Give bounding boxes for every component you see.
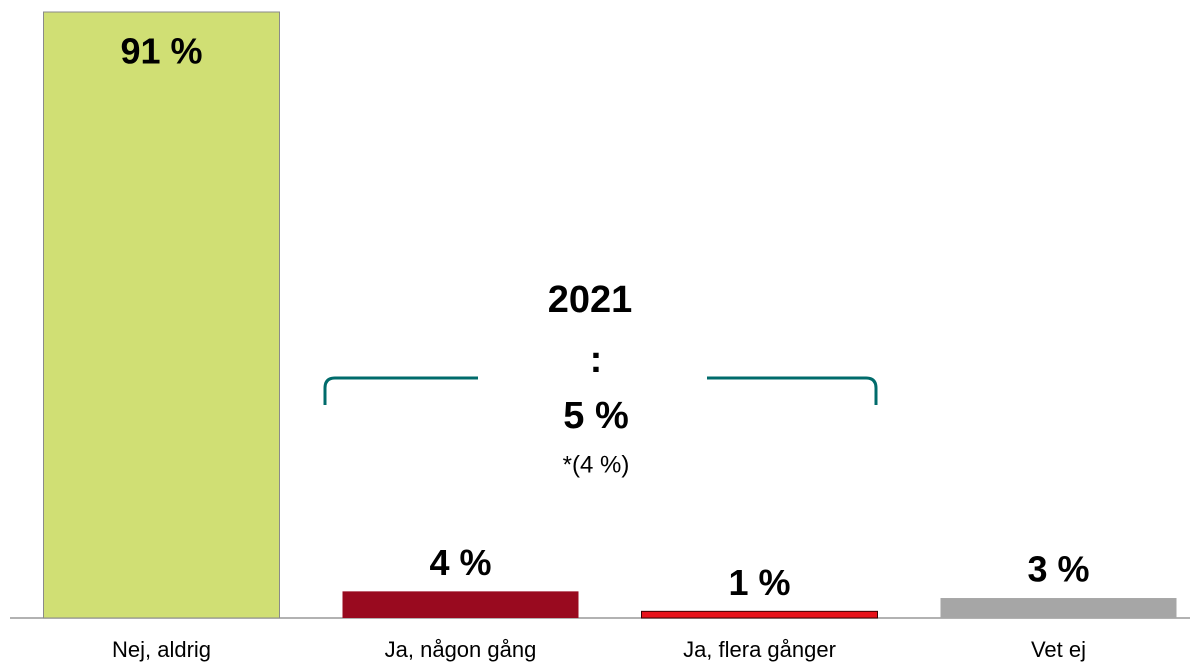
annotation: : bbox=[590, 339, 603, 381]
bar bbox=[43, 11, 280, 619]
value-label: 1 % bbox=[728, 562, 790, 603]
bar bbox=[342, 591, 579, 618]
annotation: 5 % bbox=[563, 395, 628, 437]
x-tick-label: Ja, någon gång bbox=[385, 637, 537, 662]
x-tick-label: Nej, aldrig bbox=[112, 637, 211, 662]
annotation: *(4 %) bbox=[563, 451, 630, 478]
bar bbox=[940, 598, 1177, 618]
value-label: 3 % bbox=[1027, 549, 1089, 590]
bar bbox=[641, 610, 878, 619]
bracket-right bbox=[707, 376, 878, 405]
x-tick-label: Ja, flera gånger bbox=[683, 637, 836, 662]
annotation: 2021 bbox=[548, 279, 633, 321]
value-label: 4 % bbox=[429, 542, 491, 583]
value-label: 91 % bbox=[120, 31, 202, 72]
bracket-left bbox=[323, 376, 478, 405]
x-tick-label: Vet ej bbox=[1031, 637, 1086, 662]
